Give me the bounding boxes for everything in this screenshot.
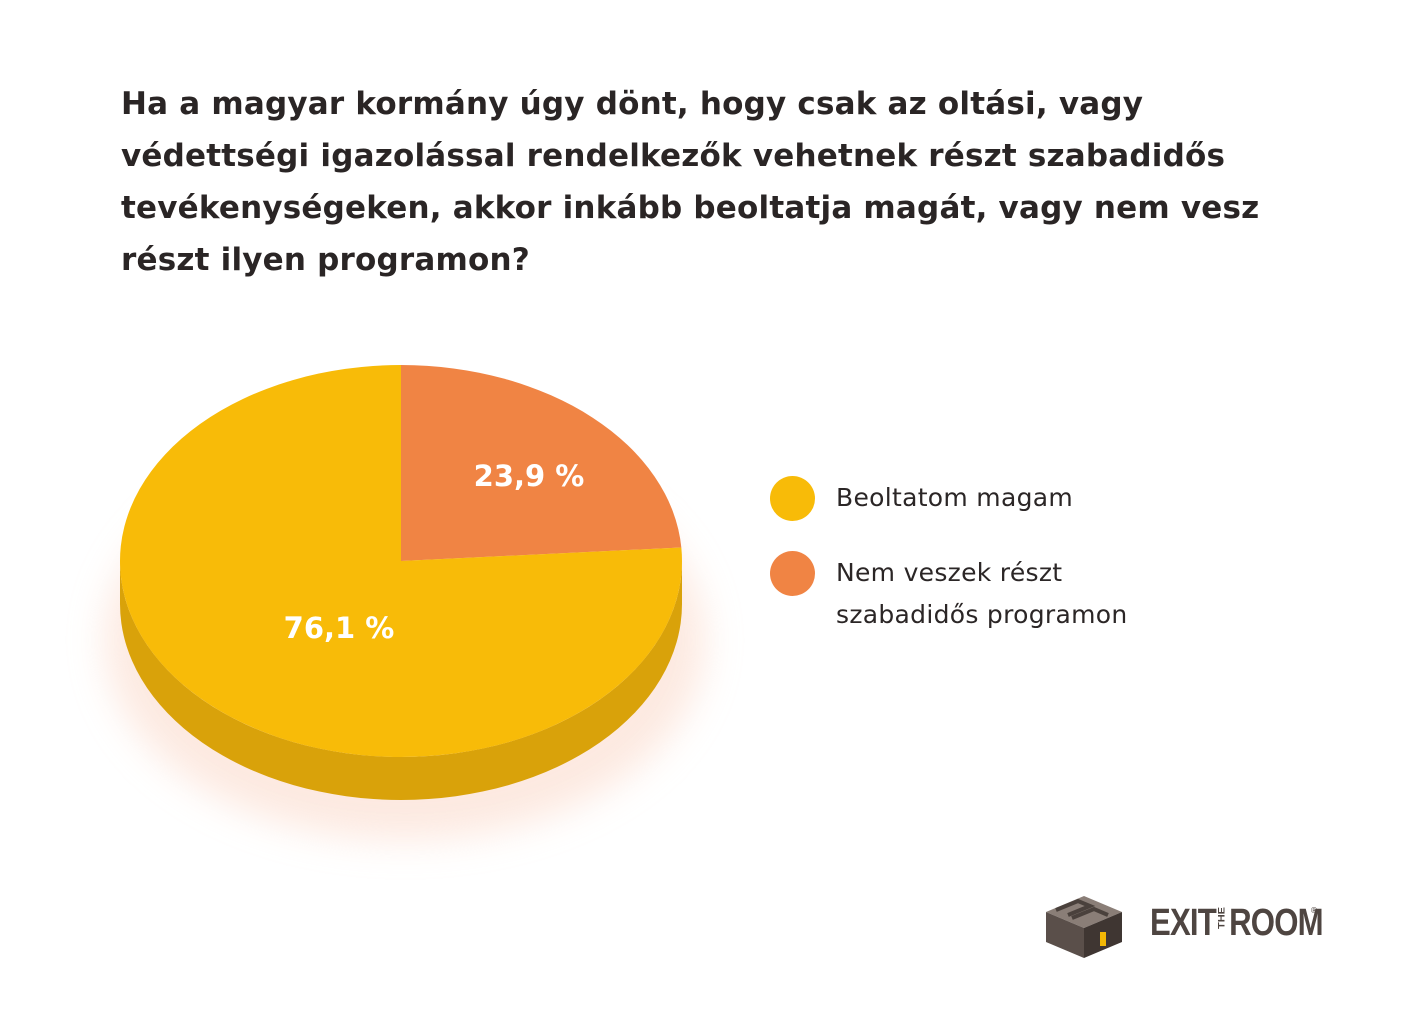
legend-label-1: Nem veszek részt szabadidős programon bbox=[836, 558, 1128, 629]
logo-room: ROOM bbox=[1229, 902, 1323, 944]
pie-slice-side-0 bbox=[120, 561, 682, 800]
pie-data-label-1: 23,9 % bbox=[474, 459, 585, 493]
legend-swatch-0 bbox=[770, 476, 815, 521]
pie-data-label-0: 76,1 % bbox=[284, 611, 395, 645]
logo-registered: ® bbox=[1310, 906, 1318, 915]
pie-slice-1 bbox=[401, 365, 682, 561]
maze-cube-icon bbox=[1046, 896, 1122, 958]
legend: Beoltatom magam Nem veszek részt szabadi… bbox=[770, 476, 1230, 666]
legend-item-1: Nem veszek részt szabadidős programon bbox=[770, 551, 1230, 636]
logo-wordmark: EXIT THEROOM bbox=[1150, 902, 1324, 945]
logo-exit: EXIT bbox=[1150, 902, 1217, 944]
chart-title: Ha a magyar kormány úgy dönt, hogy csak … bbox=[121, 86, 1260, 278]
exit-the-room-logo: EXIT THEROOM ® bbox=[1042, 888, 1332, 963]
legend-item-0: Beoltatom magam bbox=[770, 476, 1230, 521]
legend-label-0: Beoltatom magam bbox=[836, 483, 1074, 512]
pie-slice-0 bbox=[120, 365, 683, 757]
legend-swatch-1 bbox=[770, 551, 815, 596]
logo-the: THE bbox=[1217, 907, 1228, 929]
